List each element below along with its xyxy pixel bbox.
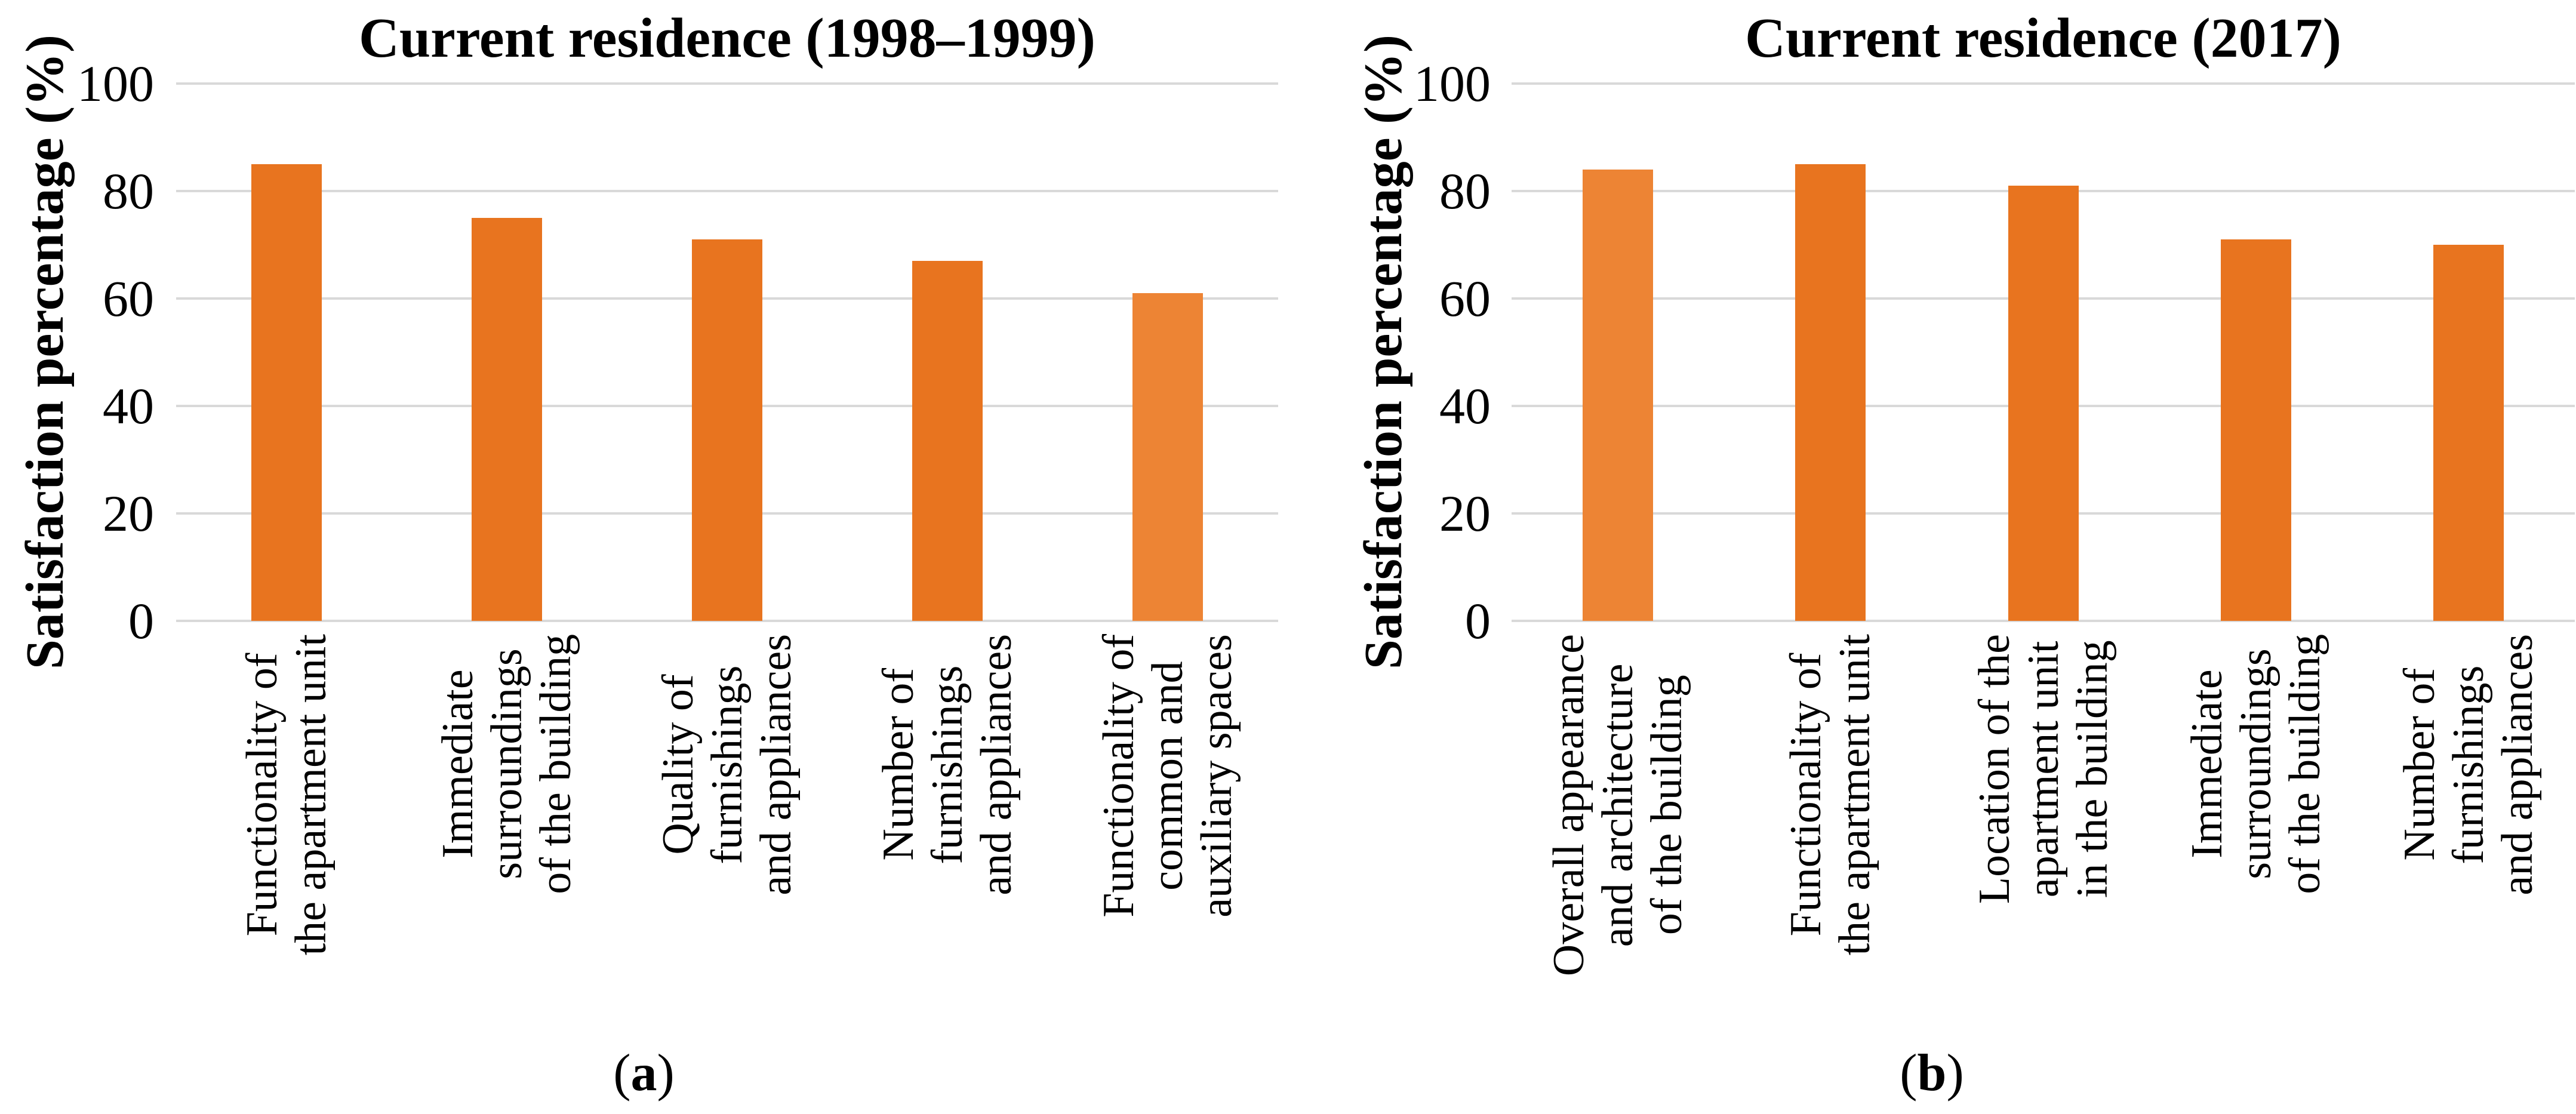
caption-paren-open: ( (1900, 1044, 1918, 1102)
caption-paren-open: ( (613, 1044, 631, 1102)
x-category-label: Quality of furnishings and appliances (654, 634, 801, 895)
y-axis-ticks: 100 80 60 40 20 0 (23, 0, 154, 1114)
x-label-slot: Functionality of the apartment unit (176, 634, 396, 1040)
panel-caption: (a) (0, 1040, 1288, 1107)
caption-paren-close: ) (1946, 1044, 1964, 1102)
gridline (176, 620, 1278, 622)
bar (251, 164, 322, 621)
x-label-slot: Immediate surroundings of the building (396, 634, 617, 1040)
x-category-label: Overall appearance and architecture of t… (1544, 634, 1692, 977)
y-tick-label: 40 (103, 377, 154, 435)
gridline (1512, 82, 2575, 85)
x-axis-labels: Overall appearance and architecture of t… (1512, 634, 2575, 1040)
bar-slot (176, 84, 396, 621)
plot-area (1512, 82, 2575, 622)
bar (2433, 245, 2504, 621)
y-tick-label: 20 (1439, 485, 1491, 542)
bars (1512, 84, 2575, 621)
x-category-label: Functionality of common and auxiliary sp… (1094, 634, 1242, 918)
x-category-label: Location of the apartment unit in the bu… (1969, 634, 2117, 904)
bar-slot (396, 84, 617, 621)
x-category-label: Immediate surroundings of the building (2182, 634, 2329, 894)
x-category-label: Number of furnishings and appliances (2395, 634, 2542, 895)
bar-slot (1724, 84, 1937, 621)
x-category-label: Number of furnishings and appliances (874, 634, 1021, 895)
bar-slot (2362, 84, 2575, 621)
bar (1583, 170, 1654, 621)
bar-slot (617, 84, 837, 621)
y-tick-label: 20 (103, 485, 154, 542)
gridline (176, 190, 1278, 192)
caption-letter: a (630, 1044, 657, 1102)
bar (692, 239, 762, 621)
gridline (1512, 620, 2575, 622)
y-axis-ticks: 100 80 60 40 20 0 (1359, 0, 1491, 1114)
x-label-slot: Functionality of the apartment unit (1724, 634, 1937, 1040)
bar (2008, 186, 2079, 621)
x-category-label: Functionality of the apartment unit (237, 634, 336, 956)
caption-letter: b (1917, 1044, 1947, 1102)
chart-title: Current residence (2017) (1745, 7, 2341, 69)
panel-caption: (b) (1288, 1040, 2576, 1107)
x-label-slot: Quality of furnishings and appliances (617, 634, 837, 1040)
bar-slot (1512, 84, 1724, 621)
bar (912, 261, 983, 621)
bar (1795, 164, 1866, 621)
x-axis-labels: Functionality of the apartment unit Immed… (176, 634, 1278, 1040)
y-tick-label: 100 (77, 55, 154, 112)
chart-current-residence-1998-1999: Current residence (1998–1999) Satisfacti… (0, 0, 1288, 1114)
bar (1132, 293, 1204, 621)
bar-slot (2150, 84, 2362, 621)
x-label-slot: Immediate surroundings of the building (2150, 634, 2362, 1040)
chart-current-residence-2017: Current residence (2017) Satisfaction pe… (1288, 0, 2576, 1114)
bar (2220, 239, 2291, 621)
x-label-slot: Number of furnishings and appliances (838, 634, 1058, 1040)
bar-slot (1937, 84, 2149, 621)
x-category-label: Functionality of the apartment unit (1781, 634, 1880, 956)
x-category-label: Immediate surroundings of the building (433, 634, 580, 894)
chart-title: Current residence (1998–1999) (359, 7, 1095, 69)
x-label-slot: Location of the apartment unit in the bu… (1937, 634, 2149, 1040)
bars (176, 84, 1278, 621)
gridline (176, 82, 1278, 85)
bar-slot (838, 84, 1058, 621)
y-tick-label: 60 (1439, 270, 1491, 327)
y-tick-label: 0 (128, 592, 154, 650)
y-tick-label: 40 (1439, 377, 1491, 435)
x-label-slot: Functionality of common and auxiliary sp… (1058, 634, 1278, 1040)
x-label-slot: Number of furnishings and appliances (2362, 634, 2575, 1040)
x-label-slot: Overall appearance and architecture of t… (1512, 634, 1724, 1040)
y-tick-label: 0 (1465, 592, 1491, 650)
caption-paren-close: ) (657, 1044, 675, 1102)
y-tick-label: 80 (1439, 162, 1491, 220)
plot-area (176, 82, 1278, 622)
bar-slot (1058, 84, 1278, 621)
y-tick-label: 100 (1414, 55, 1491, 112)
y-tick-label: 60 (103, 270, 154, 327)
y-tick-label: 80 (103, 162, 154, 220)
bar (471, 218, 542, 621)
